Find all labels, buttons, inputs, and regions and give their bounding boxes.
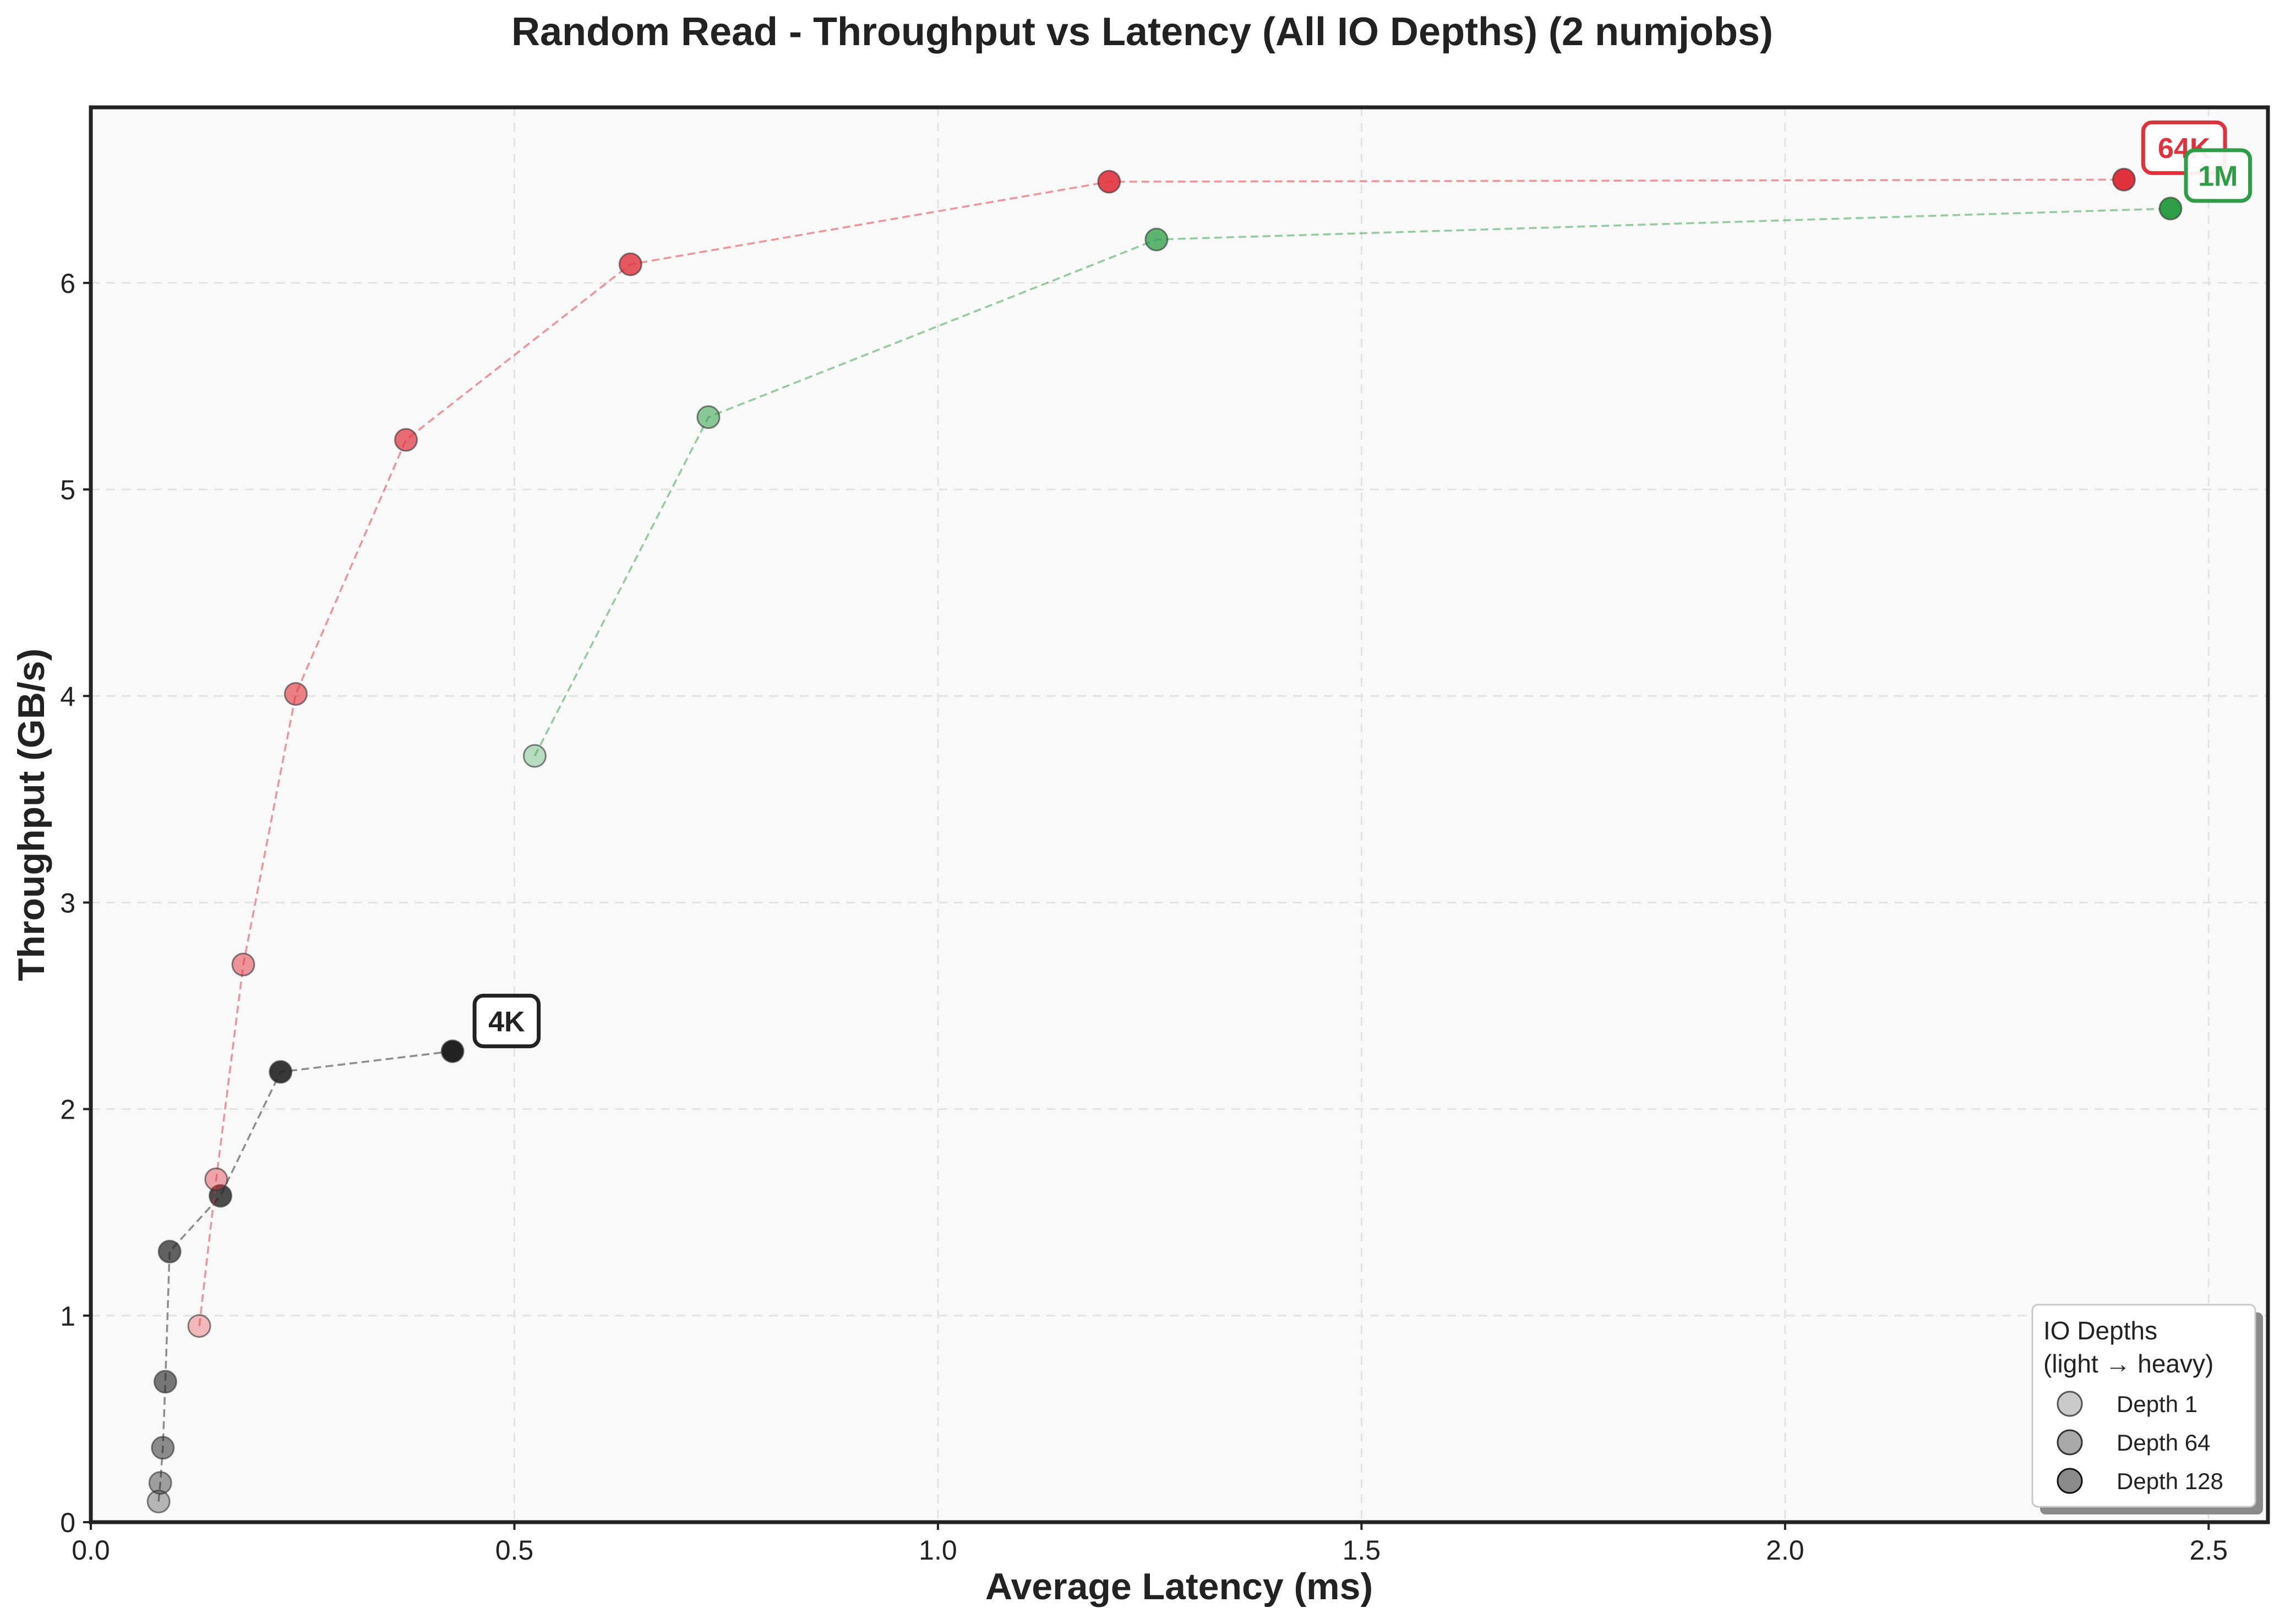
data-point-4k: [148, 1471, 172, 1495]
legend-entry-depth-64: Depth 64: [2117, 1430, 2210, 1456]
y-tick-label: 1: [60, 1301, 75, 1332]
data-point-64k: [394, 428, 418, 452]
data-point-64k: [231, 952, 255, 977]
plot-background: [91, 107, 2268, 1522]
series-64k: [187, 167, 2136, 1338]
x-tick-label: 0.5: [495, 1535, 534, 1566]
data-point-4k: [440, 1039, 465, 1064]
series-line-4k: [157, 1050, 453, 1502]
data-point-4k: [151, 1436, 175, 1460]
annotation-label: 1M: [2198, 161, 2238, 193]
y-tick-label: 3: [60, 887, 75, 918]
data-point-64k: [1097, 170, 1121, 194]
annotation-4k: 4K: [472, 994, 541, 1049]
data-point-1m: [2158, 197, 2183, 221]
series-layer: [146, 167, 2183, 1513]
y-tick-label: 5: [60, 475, 75, 505]
legend-title-line2: (light → heavy): [2043, 1349, 2213, 1378]
legend-box: [2031, 1304, 2256, 1508]
x-tick-label: 0.0: [72, 1535, 110, 1566]
legend-title-line1: IO Depths: [2043, 1316, 2157, 1345]
data-point-4k: [146, 1490, 171, 1513]
chart-title: Random Read - Throughput vs Latency (All…: [511, 10, 1773, 54]
legend-entry-depth-1: Depth 1: [2117, 1391, 2197, 1417]
x-tick-label: 2.0: [1766, 1535, 1804, 1566]
data-point-4k: [269, 1060, 293, 1084]
x-tick-label: 2.5: [2190, 1535, 2228, 1566]
data-point-4k: [153, 1370, 177, 1394]
annotation-1m: 1M: [2184, 148, 2253, 203]
y-tick-label: 4: [60, 681, 75, 712]
data-point-64k: [187, 1314, 211, 1338]
data-point-4k: [157, 1240, 182, 1263]
annotation-label: 4K: [488, 1006, 525, 1038]
data-point-1m: [696, 405, 721, 429]
x-tick-label: 1.0: [919, 1535, 957, 1566]
x-tick-label: 1.5: [1343, 1535, 1381, 1566]
y-axis-label: Throughput (GB/s): [10, 648, 52, 981]
y-tick-label: 2: [60, 1094, 75, 1125]
legend-marker-depth-1: [2057, 1391, 2083, 1417]
data-point-1m: [522, 744, 547, 768]
plot-frame: [89, 105, 2270, 1524]
data-point-1m: [1144, 227, 1169, 252]
legend-marker-depth-128: [2057, 1468, 2083, 1494]
series-line-1m: [533, 208, 2171, 756]
legend: IO Depths (light → heavy) Depth 1 Depth …: [2031, 1304, 2263, 1514]
axis-ticks: 0.0 0.5 1.0 1.5 2.0 2.5 0 1 2 3 4 5 6: [60, 268, 2228, 1566]
data-point-64k: [204, 1167, 228, 1191]
data-point-64k: [2112, 167, 2136, 192]
data-point-64k: [618, 252, 642, 276]
legend-marker-depth-64: [2057, 1429, 2083, 1456]
annotation-box: [472, 994, 541, 1049]
series-line-64k: [198, 178, 2124, 1326]
x-axis-label: Average Latency (ms): [985, 1566, 1373, 1607]
annotation-box: [2184, 148, 2253, 203]
y-tick-label: 6: [60, 268, 75, 299]
series-1m: [522, 197, 2183, 768]
y-tick-label: 0: [60, 1507, 75, 1538]
data-point-64k: [283, 682, 308, 706]
legend-entry-depth-128: Depth 128: [2117, 1468, 2223, 1494]
